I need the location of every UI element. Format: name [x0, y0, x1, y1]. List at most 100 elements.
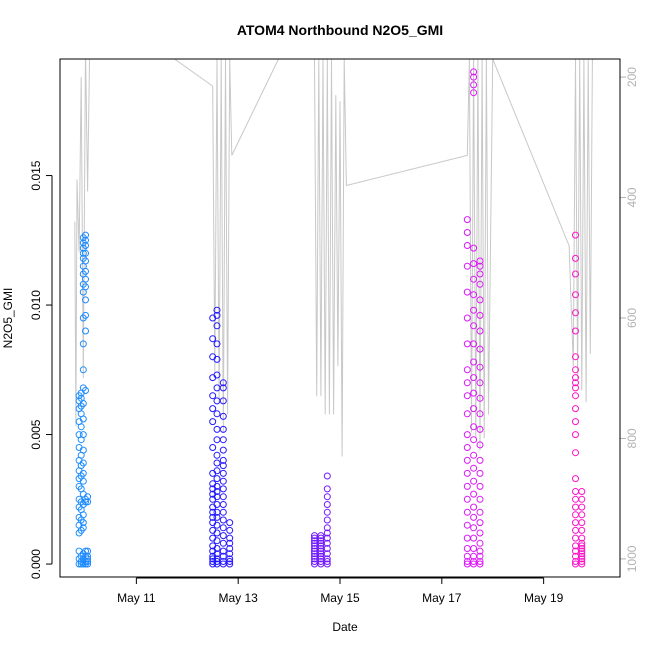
data-point [572, 353, 579, 361]
x-tick-label: May 17 [422, 591, 462, 605]
data-point [578, 488, 586, 495]
data-point [213, 340, 221, 348]
data-point [572, 384, 579, 392]
data-point [213, 322, 221, 330]
data-point [463, 262, 471, 270]
data-point [219, 508, 227, 516]
data-point [470, 490, 478, 498]
data-point [476, 262, 484, 270]
data-point [79, 400, 87, 407]
data-point [209, 418, 217, 426]
data-point [79, 519, 87, 527]
data-point [82, 327, 89, 335]
data-point [572, 392, 579, 400]
data-point [213, 475, 221, 483]
data-point [578, 555, 586, 563]
data-point [219, 425, 227, 433]
data-point [463, 431, 471, 439]
data-point [323, 550, 331, 558]
data-point [323, 529, 331, 537]
data-point [323, 508, 331, 516]
chart-title: ATOM4 Northbound N2O5_GMI [237, 22, 443, 38]
data-point [476, 482, 484, 490]
data-point [578, 511, 586, 519]
data-point [213, 410, 221, 418]
x-tick-label: May 11 [117, 591, 156, 605]
data-point [213, 521, 221, 529]
data-point [463, 456, 471, 464]
data-point [226, 519, 234, 527]
data-point [219, 547, 227, 555]
data-point [323, 472, 331, 480]
data-point [476, 539, 484, 547]
data-point [476, 529, 484, 537]
data-point [463, 340, 471, 348]
data-point [470, 358, 478, 366]
data-point [572, 309, 579, 317]
data-point [79, 366, 87, 374]
data-point [572, 254, 579, 262]
data-point [470, 545, 478, 552]
data-point [578, 542, 586, 550]
data-point [82, 296, 89, 304]
data-point [572, 366, 579, 374]
data-point [572, 270, 579, 278]
data-point [476, 270, 484, 278]
data-point [578, 534, 586, 542]
data-point [470, 260, 478, 268]
data-point [476, 519, 484, 527]
data-point [476, 425, 484, 433]
data-point [209, 513, 217, 521]
data-point [470, 81, 478, 89]
data-point [578, 526, 586, 534]
data-point [317, 532, 325, 540]
data-point [82, 283, 89, 291]
data-point [476, 345, 484, 353]
data-point [323, 485, 331, 493]
data-point [463, 534, 471, 542]
data-point [209, 405, 217, 413]
data-point [578, 560, 586, 568]
data-point [213, 550, 221, 558]
data-point [84, 493, 92, 501]
data-point [476, 547, 484, 555]
data-point [463, 545, 471, 552]
data-point [323, 516, 331, 524]
data-point [572, 327, 579, 335]
data-point [578, 558, 586, 565]
data-point [463, 229, 471, 236]
data-point [572, 495, 579, 503]
data-point [463, 314, 471, 322]
x-tick-label: May 13 [219, 591, 259, 605]
data-point [213, 488, 221, 495]
data-point [79, 511, 87, 519]
data-point [463, 495, 471, 503]
data-point [209, 444, 217, 451]
data-point [323, 493, 331, 501]
data-point [219, 462, 227, 470]
data-point [476, 296, 484, 304]
y-tick-label: 0.005 [29, 419, 43, 449]
data-point [213, 425, 221, 433]
data-point [323, 539, 331, 547]
data-point [578, 519, 586, 527]
data-point [572, 431, 579, 439]
data-point [572, 379, 579, 387]
data-point [463, 242, 471, 249]
data-point [476, 280, 484, 288]
data-point [213, 355, 221, 363]
data-point [317, 552, 325, 560]
data-point [470, 451, 478, 459]
data-point [323, 555, 331, 563]
data-point [463, 288, 471, 296]
data-point [476, 311, 484, 319]
data-point [213, 529, 221, 537]
data-point [470, 436, 478, 444]
data-point [77, 423, 85, 431]
data-point [317, 547, 325, 555]
data-point [323, 534, 331, 542]
pressure-track-line [74, 59, 593, 457]
data-point [470, 291, 478, 299]
data-point [213, 467, 221, 475]
data-point [572, 488, 579, 495]
